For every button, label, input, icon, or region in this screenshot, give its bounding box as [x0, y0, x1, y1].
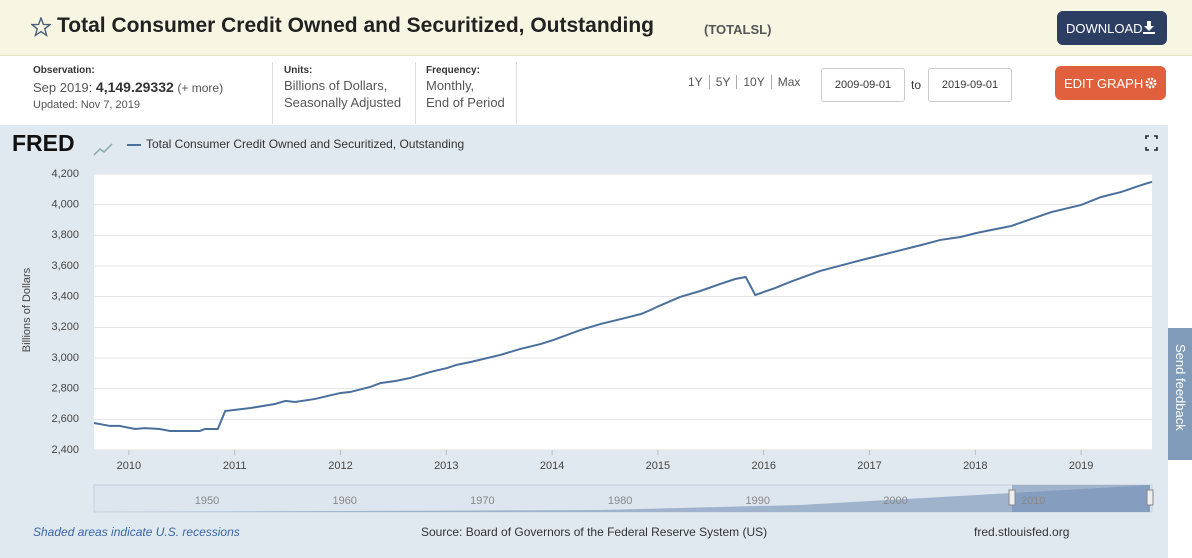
feedback-label: Send feedback	[1173, 344, 1188, 431]
end-date-input[interactable]: 2019-09-01	[928, 68, 1012, 102]
divider	[516, 62, 517, 124]
range-link[interactable]: 10Y	[743, 75, 765, 89]
header	[0, 0, 1192, 56]
legend-label: Total Consumer Credit Owned and Securiti…	[146, 137, 464, 151]
navigator-label: 1960	[332, 495, 356, 507]
fullscreen-icon[interactable]	[1145, 135, 1158, 151]
y-tick-label: 4,200	[51, 168, 79, 180]
range-link[interactable]: 5Y	[715, 75, 731, 89]
site-link[interactable]: fred.stlouisfed.org	[974, 525, 1070, 539]
x-tick-label: 2017	[857, 460, 881, 472]
download-icon	[1143, 21, 1155, 34]
source: Source: Board of Governors of the Federa…	[421, 525, 768, 539]
frequency-line: End of Period	[426, 95, 505, 110]
y-axis-label: Billions of Dollars	[21, 267, 33, 352]
y-tick-label: 3,800	[51, 229, 79, 241]
download-label: DOWNLOAD	[1066, 21, 1143, 36]
star-icon[interactable]	[31, 17, 51, 37]
y-tick-label: 3,000	[51, 352, 79, 364]
divider	[272, 62, 273, 124]
edit-graph-button[interactable]: EDIT GRAPH	[1055, 66, 1166, 100]
navigator-label: 1980	[608, 495, 632, 507]
x-tick-label: 2013	[434, 460, 458, 472]
divider	[415, 62, 416, 124]
y-tick-label: 4,000	[51, 199, 79, 211]
recession-note[interactable]: Shaded areas indicate U.S. recessions	[33, 525, 240, 539]
frequency-label: Frequency:	[426, 65, 480, 76]
start-date-input[interactable]: 2009-09-01	[821, 68, 905, 102]
units-line: Seasonally Adjusted	[284, 95, 402, 110]
y-tick-label: 2,800	[51, 383, 79, 395]
updated: Updated: Nov 7, 2019	[33, 99, 141, 111]
to-label: to	[911, 78, 922, 92]
chart: FRED Billions of Dollars 2,400 2,600 2,800…	[0, 125, 1168, 558]
x-tick-label: 2014	[540, 460, 564, 472]
series-line	[93, 180, 1153, 432]
logo-icon	[93, 143, 113, 156]
y-tick-label: 3,200	[51, 321, 79, 333]
navigator-area	[94, 485, 1150, 512]
observation-label: Observation:	[33, 65, 95, 76]
navigator-label: 1970	[470, 495, 494, 507]
navigator-selection[interactable]	[1012, 485, 1150, 512]
download-button[interactable]: DOWNLOAD	[1057, 11, 1167, 45]
series-id: (TOTALSL)	[704, 22, 772, 37]
more-link[interactable]: (+ more)	[177, 81, 224, 95]
navigator-label: 1950	[195, 495, 219, 507]
x-tick-label: 2010	[117, 460, 141, 472]
navigator-label: 1990	[746, 495, 770, 507]
navigator-handle[interactable]	[1008, 489, 1016, 506]
feedback-tab[interactable]: Send feedback	[1168, 328, 1192, 460]
observation-value: 4,149.29332	[95, 79, 174, 95]
range-links: 1Y 5Y 10Y Max	[688, 75, 800, 89]
x-tick-label: 2019	[1069, 460, 1093, 472]
x-tick-label: 2011	[223, 460, 247, 472]
navigator-handle[interactable]	[1146, 489, 1154, 506]
x-tick-label: 2018	[963, 460, 987, 472]
y-tick-label: 3,400	[51, 291, 79, 303]
x-tick-label: 2016	[751, 460, 775, 472]
navigator-label: 2000	[883, 495, 907, 507]
navigator-label: 2010	[1021, 495, 1045, 507]
y-tick-label: 2,600	[51, 413, 79, 425]
units-label: Units:	[284, 65, 313, 76]
range-link[interactable]: 1Y	[688, 75, 703, 89]
observation-date: Sep 2019:	[33, 80, 93, 95]
gear-icon	[1145, 77, 1157, 89]
edit-graph-label: EDIT GRAPH	[1064, 76, 1144, 91]
page-title: Total Consumer Credit Owned and Securiti…	[57, 14, 654, 37]
frequency-line: Monthly,	[426, 78, 475, 93]
y-tick-label: 2,400	[51, 444, 79, 456]
range-link[interactable]: Max	[777, 75, 801, 89]
y-tick-label: 3,600	[51, 260, 79, 272]
units-line: Billions of Dollars,	[284, 78, 388, 93]
x-tick-label: 2012	[328, 460, 352, 472]
x-tick-label: 2015	[646, 460, 670, 472]
fred-logo: FRED	[12, 130, 75, 156]
